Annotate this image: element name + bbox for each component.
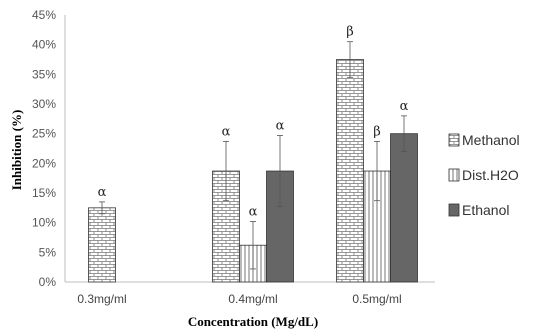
legend-swatch	[448, 133, 460, 147]
legend-swatch	[448, 203, 460, 217]
legend-label: Methanol	[462, 132, 520, 148]
x-axis-categories: 0.3mg/ml 0.4mg/ml 0.5mg/ml	[77, 292, 401, 306]
significance-label: α	[222, 124, 231, 139]
y-tick-label: 25%	[32, 127, 56, 141]
significance-label: α	[249, 204, 258, 219]
y-axis-title: Inhibition (%)	[9, 110, 24, 191]
y-tick-label: 45%	[32, 8, 56, 22]
bar-series	[88, 59, 418, 283]
y-tick-label: 5%	[39, 245, 57, 259]
significance-label: β	[346, 25, 354, 40]
y-tick-label: 30%	[32, 97, 56, 111]
x-tick-label: 0.5mg/ml	[352, 292, 401, 306]
error-bars	[99, 41, 407, 270]
x-tick-label: 0.4mg/ml	[228, 292, 277, 306]
y-axis-ticks: 0% 5% 10% 15% 20% 25% 30% 35% 40% 45%	[32, 8, 56, 289]
y-tick-label: 20%	[32, 156, 56, 170]
y-tick-label: 40%	[32, 38, 56, 52]
legend-swatch	[448, 168, 460, 182]
legend-label: Dist.H2O	[462, 167, 519, 183]
significance-label: α	[276, 118, 285, 133]
y-tick-label: 35%	[32, 67, 56, 81]
significance-label: α	[400, 99, 409, 114]
significance-label: β	[373, 124, 381, 139]
legend-label: Ethanol	[462, 202, 509, 218]
bar-methanol	[88, 207, 116, 283]
significance-labels: α α α α β β α	[98, 25, 409, 220]
y-tick-label: 0%	[39, 275, 57, 289]
legend: Methanol Dist.H2O Ethanol	[448, 132, 520, 218]
x-axis-title: Concentration (Mg/dL)	[188, 314, 318, 329]
bar-methanol	[336, 59, 364, 283]
y-tick-label: 10%	[32, 216, 56, 230]
y-tick-label: 15%	[32, 186, 56, 200]
bar-ethanol	[390, 133, 418, 283]
significance-label: α	[98, 185, 107, 200]
x-tick-label: 0.3mg/ml	[77, 292, 126, 306]
